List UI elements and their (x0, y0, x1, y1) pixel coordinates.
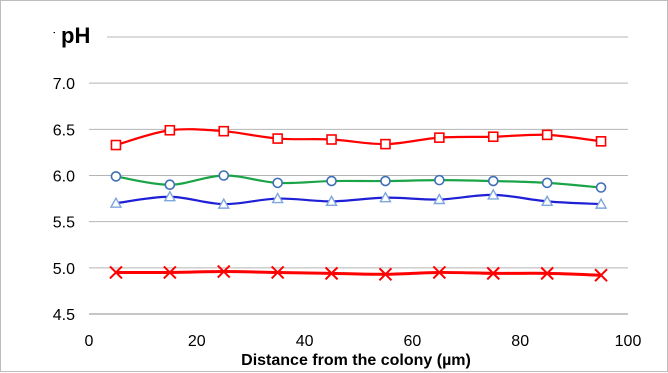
x-tick-label: 80 (511, 333, 529, 350)
y-axis-tick-labels: 4.55.05.56.06.57.07.5 (53, 30, 75, 324)
data-point-circle (380, 175, 391, 187)
data-point-x (163, 265, 177, 280)
data-point-triangle (325, 194, 338, 207)
x-axis-tick-labels: 0 20 40 60 80 100 (85, 333, 642, 350)
data-point-circle (164, 179, 176, 191)
data-point-triangle (540, 194, 554, 207)
series-4 (109, 264, 608, 282)
data-point-circle (434, 174, 445, 186)
x-axis-title: Distance from the colony (µm) (241, 352, 471, 369)
data-point-circle (326, 175, 337, 187)
data-point-circle (487, 175, 499, 187)
data-point-square (487, 131, 499, 143)
data-point-square (218, 125, 230, 137)
y-tick-label: 6.0 (53, 169, 75, 186)
data-point-square (110, 139, 122, 151)
series-2 (110, 170, 607, 193)
x-tick-label: 100 (615, 333, 642, 350)
y-tick-label: 4.5 (53, 307, 75, 324)
data-point-x (378, 267, 393, 282)
data-point-triangle (163, 190, 177, 202)
y-tick-label: 5.5 (53, 215, 75, 232)
series-line (115, 193, 602, 206)
data-point-square (434, 132, 445, 143)
data-point-circle (110, 171, 122, 182)
y-tick-label: 6.5 (53, 122, 75, 139)
data-point-triangle (217, 197, 230, 209)
series-1 (110, 124, 607, 151)
series-line (115, 174, 602, 189)
data-point-square (164, 124, 176, 136)
x-tick-label: 20 (188, 333, 206, 350)
data-point-triangle (109, 196, 123, 208)
series-lines (109, 124, 608, 282)
x-tick-label: 40 (296, 333, 314, 350)
x-tick-label: 60 (404, 333, 422, 350)
data-point-square (380, 138, 391, 150)
data-point-triangle (433, 193, 446, 205)
data-point-x (594, 268, 608, 282)
data-point-circle (272, 177, 283, 189)
data-point-triangle (487, 188, 500, 200)
series-3 (109, 188, 608, 209)
data-point-x (432, 265, 447, 280)
data-point-x (486, 266, 500, 281)
y-tick-label: 5.0 (53, 261, 75, 278)
y-axis-title: pH (61, 23, 90, 48)
data-point-square (326, 134, 337, 145)
data-point-triangle (594, 197, 608, 209)
data-point-x (270, 265, 285, 280)
data-point-triangle (271, 192, 284, 204)
data-point-square (272, 133, 283, 144)
x-tick-label: 0 (85, 333, 94, 350)
data-point-square (595, 136, 607, 147)
data-point-x (324, 266, 339, 281)
data-point-triangle (379, 191, 392, 203)
data-point-square (541, 129, 553, 141)
data-point-circle (541, 177, 553, 189)
y-unit-backdrop (55, 17, 107, 49)
series-line (115, 270, 602, 277)
y-tick-label: 7.0 (53, 76, 75, 93)
data-point-x (109, 265, 123, 280)
data-point-x (217, 264, 231, 279)
data-point-circle (218, 170, 230, 181)
series-line (115, 128, 602, 147)
data-point-x (540, 266, 554, 281)
data-point-circle (595, 182, 607, 193)
